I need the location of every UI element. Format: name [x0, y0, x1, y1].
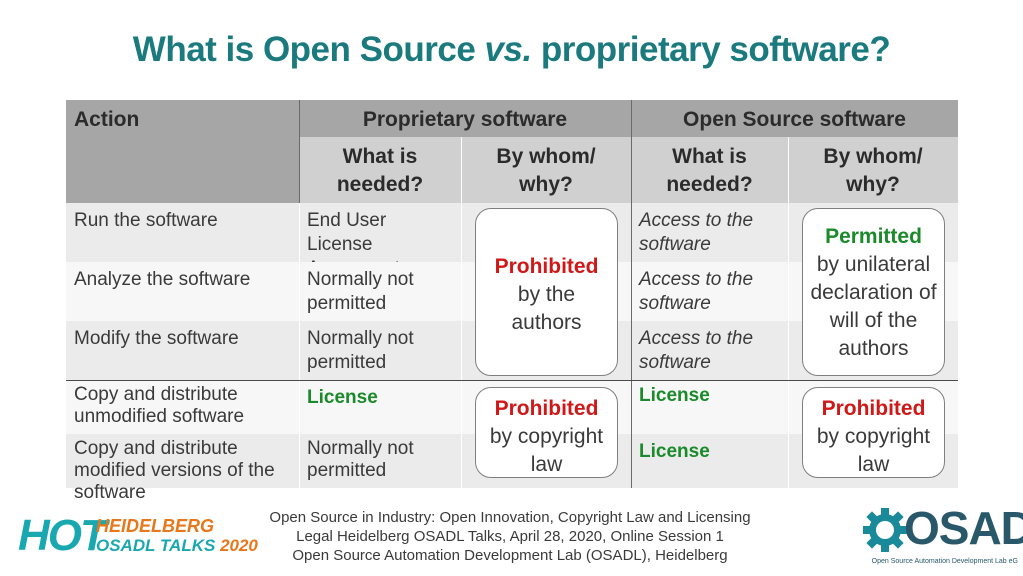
- hot-logo-line1: HEIDELBERG: [96, 516, 215, 536]
- hot-logo-line2: OSADL TALKS 2020: [96, 536, 258, 556]
- hot-logo-year: 2020: [220, 536, 258, 555]
- prop-top-bubble: Prohibited by the authors: [475, 208, 618, 376]
- row-os-needed: Access to the software: [631, 321, 788, 380]
- title-part2: vs.: [484, 30, 533, 69]
- row-os-needed: License: [631, 380, 788, 434]
- row-os-needed: License: [631, 434, 788, 488]
- gear-icon: [863, 508, 907, 552]
- header-open-source: Open Source software: [631, 100, 958, 137]
- hot-logo-mark: HOT: [18, 511, 107, 560]
- footer: Open Source in Industry: Open Innovation…: [230, 508, 790, 565]
- header-action: Action: [66, 100, 299, 203]
- slide-title: What is Open Source vs. proprietary soft…: [0, 30, 1023, 70]
- osadl-tagline: Open Source Automation Development Lab e…: [871, 558, 1018, 565]
- row-prop-needed: Normally not permitted: [299, 262, 461, 321]
- column-divider: [788, 137, 789, 488]
- row-action: Analyze the software: [66, 262, 299, 321]
- header-os-by-whom: By whom/ why?: [788, 137, 958, 203]
- title-part3: proprietary software?: [540, 30, 891, 69]
- row-action: Run the software: [66, 203, 299, 262]
- hot-logo-talks: OSADL TALKS: [96, 536, 216, 555]
- os-top-bubble: Permitted by unilateral declaration of w…: [802, 208, 945, 376]
- prohibited-label: Prohibited: [494, 255, 599, 278]
- row-prop-needed: License: [299, 380, 461, 434]
- os-bottom-bubble: Prohibited by copyright law: [802, 387, 945, 478]
- header-proprietary: Proprietary software: [299, 100, 631, 137]
- footer-line1: Open Source in Industry: Open Innovation…: [269, 509, 751, 526]
- bubble-text: by copyright law: [816, 425, 931, 476]
- row-action: Modify the software: [66, 321, 299, 380]
- footer-line3: Open Source Automation Development Lab (…: [292, 547, 728, 564]
- row-action: Copy and distribute unmodified software: [66, 380, 299, 434]
- row-prop-needed: Normally not permitted: [299, 434, 461, 488]
- column-divider: [299, 100, 300, 203]
- column-divider: [299, 203, 300, 488]
- bubble-text: by unilateral declaration of will of the…: [810, 253, 937, 360]
- row-prop-needed: Normally not permitted: [299, 321, 461, 380]
- permitted-label: Permitted: [825, 225, 922, 248]
- header-prop-what-needed: What is needed?: [299, 137, 461, 203]
- comparison-table: Action Proprietary software Open Source …: [66, 100, 958, 503]
- header-prop-by-whom: By whom/ why?: [461, 137, 631, 203]
- prop-bottom-bubble: Prohibited by copyright law: [475, 387, 618, 478]
- row-action: Copy and distribute modified versions of…: [66, 434, 299, 503]
- prohibited-label: Prohibited: [821, 397, 926, 420]
- row-prop-needed: End User License Agreement (EULA): [299, 203, 461, 303]
- title-part1: What is Open Source: [132, 30, 476, 69]
- bubble-text: by the authors: [511, 283, 582, 334]
- bubble-text: by copyright law: [489, 425, 604, 476]
- hot-logo: HOT HEIDELBERG OSADL TALKS 2020: [18, 511, 258, 560]
- osadl-logo-text: OSADL: [904, 502, 1023, 554]
- prohibited-label: Prohibited: [494, 397, 599, 420]
- osadl-logo: OSADL Open Source Automation Development…: [858, 498, 1023, 572]
- column-divider: [461, 137, 462, 488]
- header-os-what-needed: What is needed?: [631, 137, 788, 203]
- column-divider-main: [631, 100, 632, 488]
- row-os-needed: Access to the software: [631, 262, 788, 321]
- row-os-needed: Access to the software: [631, 203, 788, 262]
- row-divider-main: [66, 380, 958, 381]
- footer-line2: Legal Heidelberg OSADL Talks, April 28, …: [296, 528, 724, 545]
